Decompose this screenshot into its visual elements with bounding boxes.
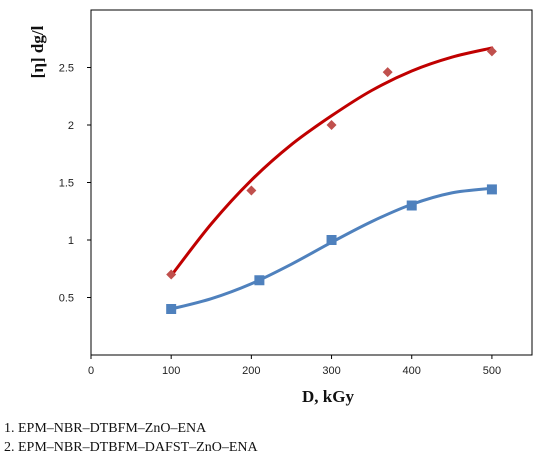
series-1-point	[382, 67, 393, 78]
y-tick-label: 0.5	[59, 293, 74, 305]
series-1-trendline	[169, 46, 494, 278]
legend-entry-1: 1. EPM–NBR–DTBFM–ZnO–ENA	[4, 421, 207, 436]
series-1-point	[246, 185, 257, 196]
series-2-point	[166, 304, 177, 314]
y-tick-label: 1.5	[59, 178, 74, 190]
x-tick-label: 400	[403, 365, 421, 377]
series-2-trendline	[169, 186, 494, 311]
x-tick-label: 0	[88, 365, 94, 377]
series-1-point	[326, 120, 337, 130]
x-tick-label: 500	[483, 365, 501, 377]
series-2-point	[326, 235, 337, 245]
legend-entry-2: 2. EPM–NBR–DTBFM–DAFST–ZnO–ENA	[4, 440, 258, 455]
y-tick-label: 2.5	[59, 63, 74, 75]
y-tick-label: 1	[68, 235, 74, 247]
x-tick-label: 100	[162, 365, 180, 377]
y-axis-title: [η] dg/l	[28, 25, 47, 78]
series-1-point	[486, 46, 497, 57]
y-tick-label: 2	[68, 120, 74, 132]
plot-area	[90, 9, 533, 356]
x-tick-label: 300	[322, 365, 340, 377]
series-2-point	[406, 200, 417, 211]
series-2-point	[486, 184, 497, 195]
series-1-point	[166, 269, 177, 280]
x-axis-title: D, kGy	[302, 387, 354, 406]
x-tick-label: 200	[242, 365, 260, 377]
series-2-point	[254, 275, 265, 286]
